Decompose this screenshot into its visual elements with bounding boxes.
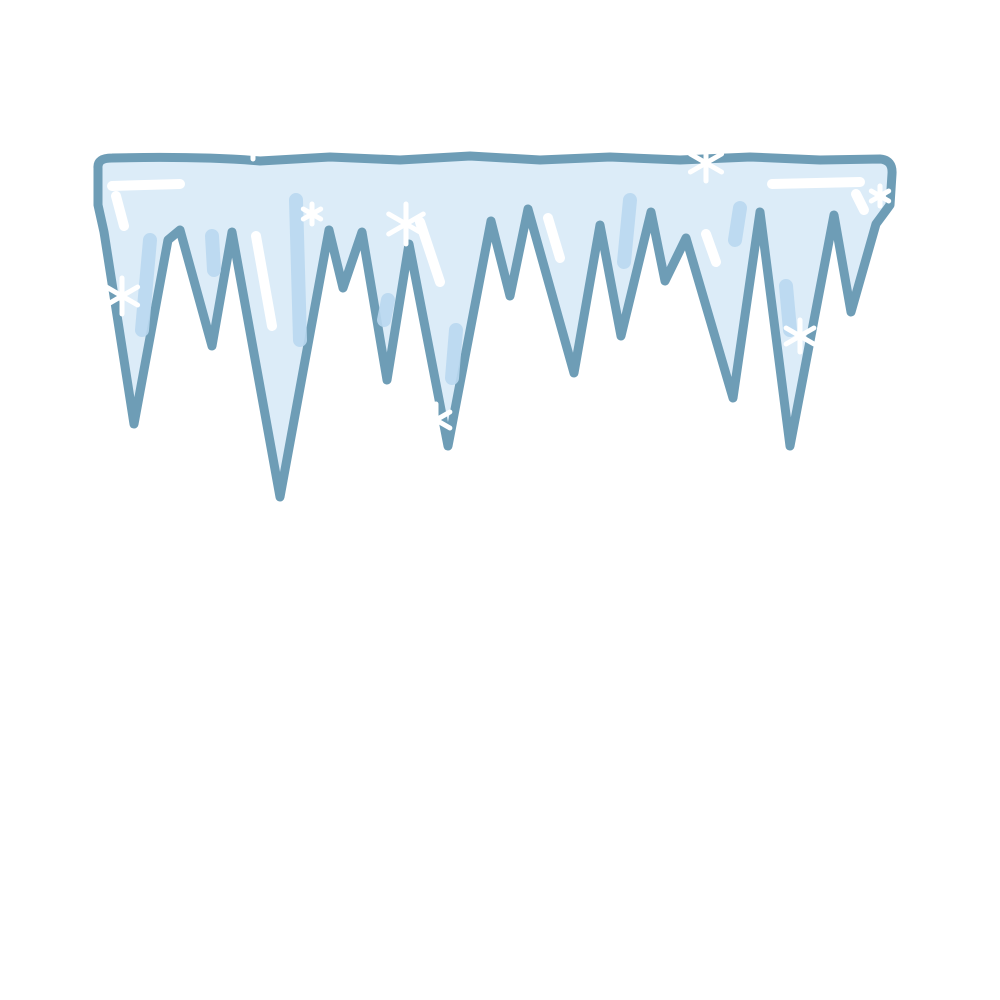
ice-shade-1 [289,193,307,347]
snowflake-icon [103,275,141,317]
ice-highlight-3 [251,231,277,331]
ice-highlight-8 [851,189,869,215]
ice-highlight-2 [111,191,129,231]
snowflake-arm [386,211,426,237]
ice-highlight-6 [701,229,721,267]
ice-highlight-1 [107,179,185,191]
snowflake-arm [687,151,725,175]
ice-shade-8 [779,279,797,337]
snowflake-arm [783,325,817,347]
ice-shade-4 [377,293,395,327]
snowflake-icon [868,183,892,209]
snowflake-icon [419,401,453,439]
snowflake-icon [300,201,324,227]
snowflake-arm [419,409,453,431]
icicles-icon [93,151,897,502]
ice-body [93,151,897,502]
ice-highlight-5 [543,213,565,263]
snowflake-icon [386,201,426,247]
snowflake-icon [687,142,725,184]
ice-shade-7 [728,201,747,247]
snowflake-arm [300,206,324,222]
ice-highlight-7 [767,177,865,189]
snowflake-arm [236,132,270,154]
snowflake-group [103,124,892,439]
ice-shade-6 [617,193,637,269]
snowflake-arm [868,188,892,204]
ice-shade-3 [135,233,157,337]
snowflake-arm [103,284,141,308]
ice-shade-5 [445,323,463,385]
snowflake-icon [236,124,270,162]
snowflake-icon [783,317,817,355]
ice-shade-2 [205,229,221,277]
